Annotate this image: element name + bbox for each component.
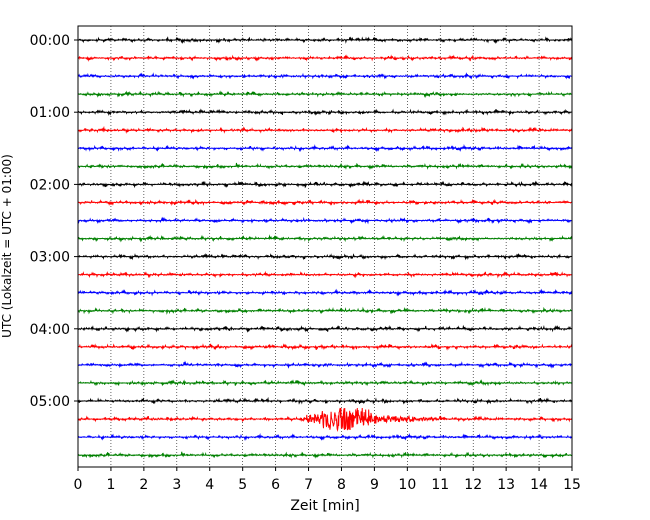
y-tick-label: 04:00: [30, 322, 70, 338]
y-axis-label: UTC (Lokalzeit = UTC + 01:00): [0, 154, 14, 338]
trace-0400: [77, 324, 573, 333]
trace-0130: [77, 144, 573, 153]
trace-0015: [77, 54, 573, 62]
x-tick-label: 5: [238, 477, 247, 493]
x-tick-label: 4: [205, 477, 214, 493]
x-tick-label: 9: [370, 477, 379, 493]
trace-0000: [77, 36, 573, 44]
x-tick-label: 6: [271, 477, 280, 493]
trace-0500: [77, 396, 573, 405]
plot-frame: [77, 25, 573, 468]
x-tick-label: 10: [398, 477, 416, 493]
trace-0215: [77, 198, 573, 206]
x-tick-label: 8: [337, 477, 346, 493]
x-tick-label: 15: [563, 477, 581, 493]
trace-0245: [77, 234, 573, 243]
trace-0330: [77, 288, 573, 297]
traces: [77, 36, 573, 459]
trace-0430: [77, 360, 573, 369]
x-tick-label: 2: [139, 477, 148, 493]
y-tick-label: 03:00: [30, 250, 70, 266]
trace-0315: [77, 270, 573, 279]
trace-0515: [77, 407, 573, 432]
x-tick-label: 14: [530, 477, 548, 493]
x-tick-label: 7: [304, 477, 313, 493]
trace-0115: [77, 125, 573, 134]
trace-0530: [77, 432, 573, 441]
x-axis-label: Zeit [min]: [290, 498, 359, 514]
trace-0545: [77, 451, 573, 459]
y-tick-label: 00:00: [30, 33, 70, 49]
y-tick-label: 01:00: [30, 105, 70, 121]
trace-0045: [77, 90, 573, 98]
trace-0345: [77, 306, 573, 315]
x-tick-label: 0: [74, 477, 83, 493]
x-tick-label: 3: [172, 477, 181, 493]
plot-area: [78, 26, 572, 467]
y-tick-label: 05:00: [30, 394, 70, 410]
trace-0145: [77, 162, 573, 170]
trace-0445: [77, 379, 573, 387]
trace-0100: [77, 108, 573, 117]
x-tick-label: 1: [106, 477, 115, 493]
x-axis: 0 1 2 3 4 5 6 7 8 9 10 11 12 13 14 15: [74, 467, 581, 493]
trace-0230: [77, 216, 573, 225]
y-axis: 00:00 01:00 02:00 03:00 04:00 05:00: [30, 33, 78, 410]
trace-0300: [77, 253, 573, 261]
y-tick-label: 02:00: [30, 177, 70, 193]
trace-0415: [77, 343, 573, 351]
x-tick-label: 13: [497, 477, 515, 493]
trace-0200: [77, 180, 573, 189]
trace-0030: [77, 72, 573, 80]
x-tick-label: 11: [431, 477, 449, 493]
x-tick-label: 12: [464, 477, 482, 493]
